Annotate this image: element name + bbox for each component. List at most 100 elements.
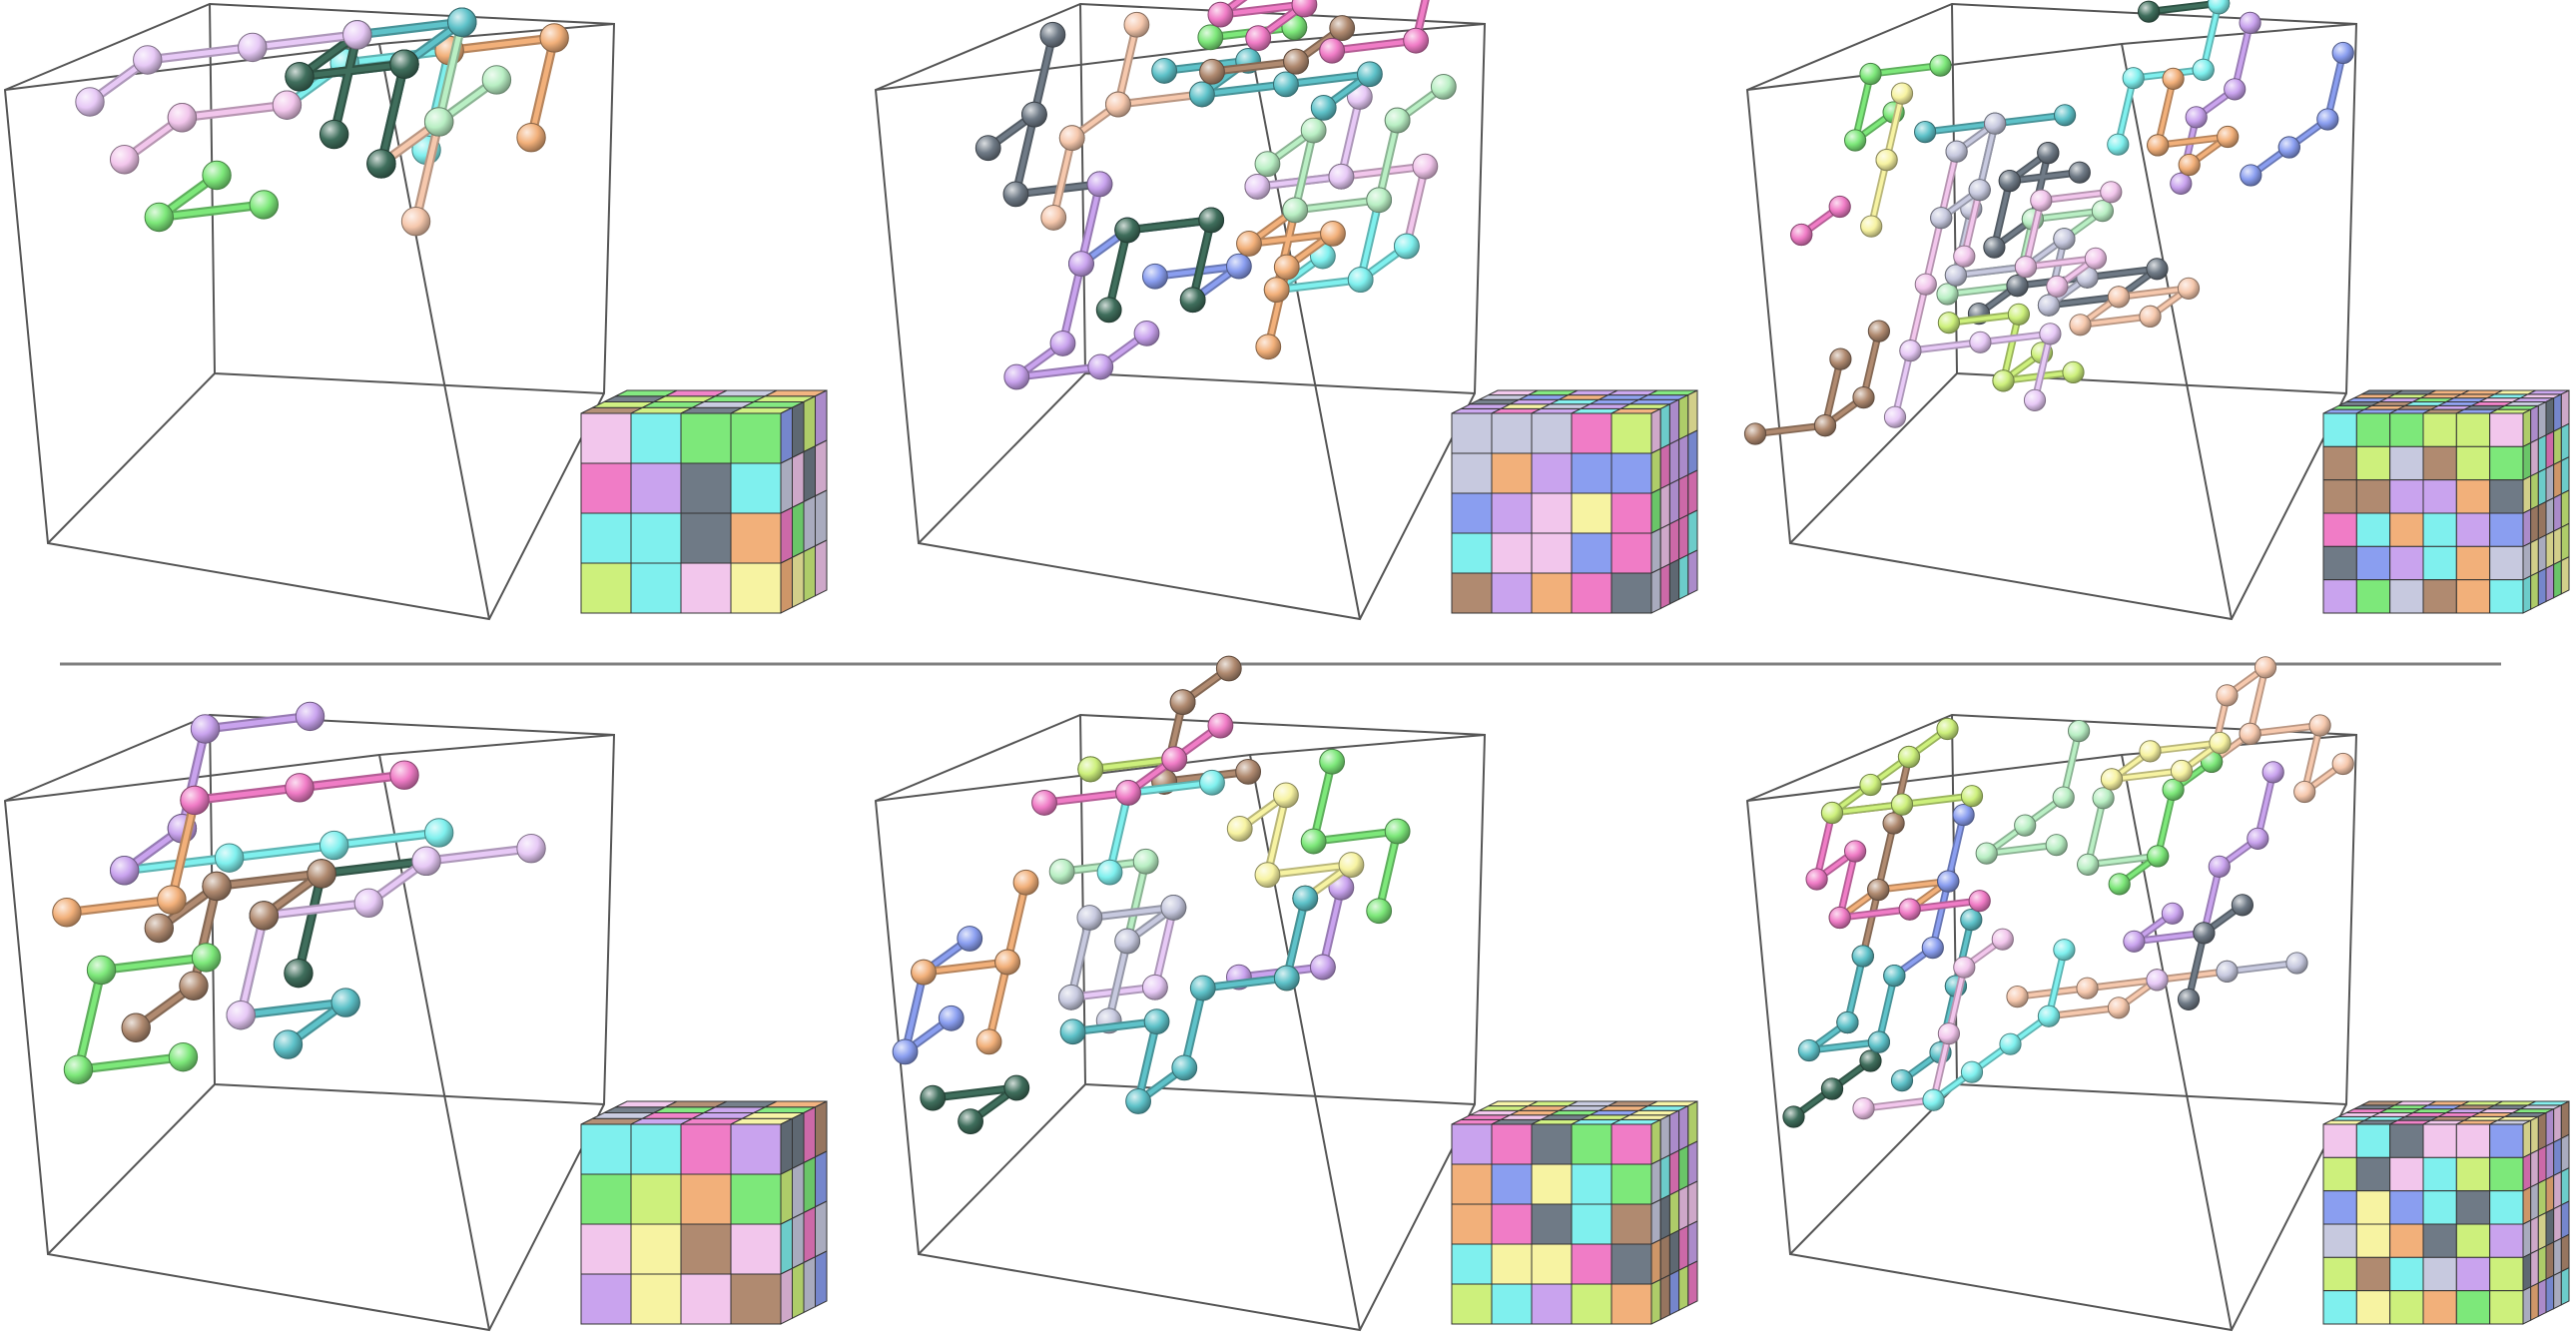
cube-cell: [730, 1123, 782, 1175]
cube-cell: [2355, 1123, 2391, 1158]
puzzle-pieces: [52, 701, 546, 1084]
cube-cell: [2560, 455, 2570, 495]
puzzle-piece: [1922, 939, 2076, 1111]
cube-cell: [2455, 1223, 2491, 1258]
piece-sphere: [1984, 112, 2007, 135]
cube-cell: [2355, 1290, 2391, 1325]
piece-sphere: [2037, 294, 2061, 317]
puzzle-piece: [1003, 171, 1160, 390]
piece-sphere: [52, 898, 82, 928]
puzzle-piece: [2170, 11, 2261, 195]
bounding-box-frame: [874, 713, 1487, 1332]
cube-cell: [1668, 398, 1680, 445]
piece-sphere: [1782, 1105, 1805, 1128]
cube-cell: [2489, 479, 2524, 514]
piece-sphere: [1960, 1060, 1984, 1083]
piece-sphere: [1852, 386, 1875, 409]
cube-cell: [2389, 445, 2424, 481]
cube-cell: [2522, 1186, 2532, 1225]
piece-sphere: [1132, 848, 1159, 875]
cube-cell: [792, 1261, 805, 1320]
assembled-cube: [2322, 1100, 2570, 1325]
piece-sphere: [1123, 11, 1150, 38]
puzzle-piece: [1930, 112, 2007, 230]
cube-cell: [2537, 1111, 2547, 1151]
piece-sphere: [1384, 107, 1411, 134]
piece-sphere: [342, 20, 372, 50]
cube-cell: [2553, 426, 2562, 466]
piece-sphere: [1076, 905, 1103, 931]
cube-cell: [1491, 1283, 1533, 1325]
cube-cell: [1491, 532, 1533, 574]
piece-sphere: [892, 1038, 919, 1065]
cube-cell: [815, 389, 828, 447]
piece-sphere: [353, 888, 383, 918]
cube-cell: [2355, 545, 2391, 581]
cube-cell: [2389, 412, 2424, 447]
cube-cell: [1571, 1283, 1612, 1325]
cube-cell: [1678, 1264, 1689, 1312]
piece-sphere: [994, 949, 1020, 976]
cube-cell: [2489, 579, 2524, 614]
piece-sphere: [1914, 273, 1937, 296]
puzzle-piece: [892, 926, 983, 1065]
cube-cell: [630, 512, 682, 564]
cube-cell: [730, 412, 782, 464]
piece-sphere: [1983, 236, 2006, 259]
piece-sphere: [226, 1000, 256, 1030]
piece-sphere: [2261, 761, 2284, 784]
piece-sphere: [2146, 258, 2169, 281]
piece-sphere: [1095, 297, 1122, 324]
piece-sphere: [1338, 852, 1365, 878]
puzzle-piece: [1860, 82, 1914, 238]
cube-cell: [2489, 1256, 2524, 1292]
cube-cell: [1668, 438, 1680, 485]
puzzle-piece: [2069, 277, 2201, 336]
cube-cell: [2322, 445, 2357, 481]
piece-sphere: [2177, 277, 2201, 300]
cube-cell: [2389, 479, 2424, 514]
piece-sphere: [1040, 205, 1067, 231]
piece-sphere: [1125, 1088, 1151, 1114]
cube-cell: [1571, 1243, 1612, 1285]
piece-sphere: [214, 843, 245, 873]
cube-cell: [803, 544, 816, 603]
piece-sphere: [2239, 11, 2261, 34]
cube-cell: [1531, 1203, 1573, 1245]
cube-cell: [2560, 389, 2570, 428]
piece-sphere: [249, 901, 279, 931]
piece-sphere: [1328, 163, 1355, 190]
puzzle-piece: [63, 943, 222, 1084]
cube-cell: [1571, 412, 1612, 454]
cube-cell: [1687, 1100, 1698, 1147]
cube-cell: [1687, 549, 1698, 596]
cube-cell: [1491, 452, 1533, 494]
cube-cell: [2537, 434, 2547, 473]
cube-cell: [1491, 492, 1533, 534]
cube-cell: [1668, 478, 1680, 525]
piece-sphere: [1430, 73, 1457, 100]
cube-cell: [1659, 562, 1670, 610]
cube-cell: [2522, 575, 2532, 614]
piece-sphere: [168, 1041, 199, 1072]
piece-sphere: [539, 23, 569, 53]
piece-sphere: [1319, 748, 1346, 775]
cube-cell: [1659, 1273, 1670, 1321]
cube-cell: [2553, 493, 2562, 532]
piece-sphere: [167, 103, 198, 133]
cube-cell: [2553, 393, 2562, 432]
cube-cell: [1491, 412, 1533, 454]
piece-sphere: [2216, 960, 2239, 984]
cube-cell: [2545, 463, 2555, 503]
piece-sphere: [238, 32, 268, 63]
piece-sphere: [1930, 207, 1953, 230]
piece-sphere: [1169, 689, 1196, 716]
piece-sphere: [400, 207, 431, 237]
piece-sphere: [1105, 91, 1131, 118]
piece-sphere: [1114, 928, 1141, 955]
piece-sphere: [1143, 1008, 1170, 1035]
piece-sphere: [1309, 954, 1336, 981]
cube-cell: [2355, 1156, 2391, 1192]
piece-sphere: [1320, 220, 1346, 247]
